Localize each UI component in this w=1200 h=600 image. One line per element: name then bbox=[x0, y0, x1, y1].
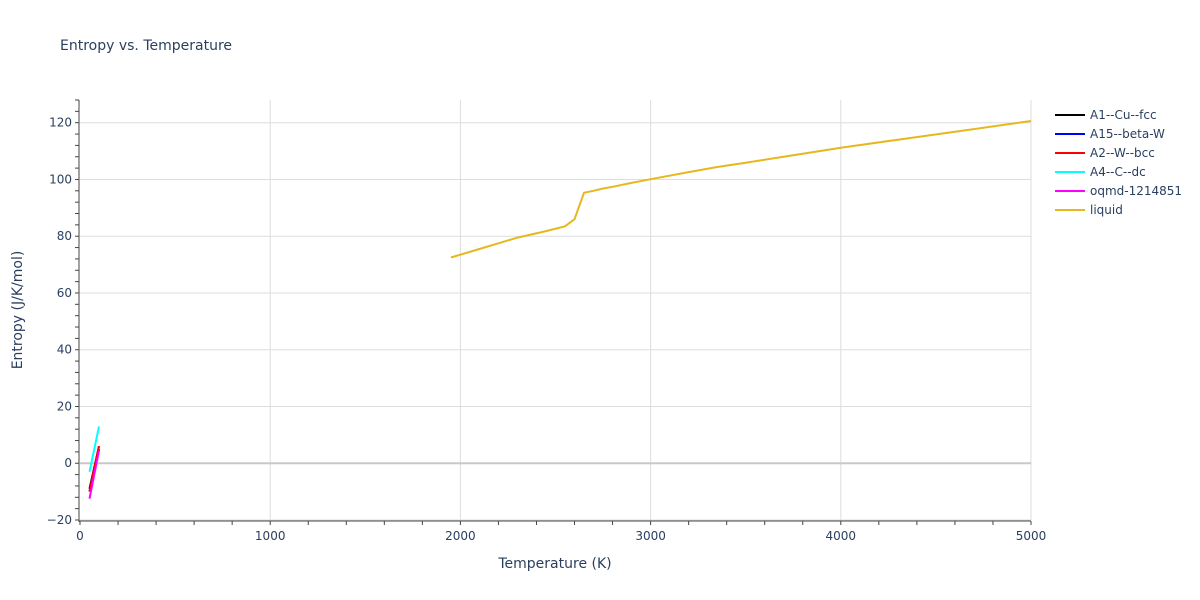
series-line-liquid bbox=[450, 120, 1032, 259]
x-tick-label: 5000 bbox=[1016, 529, 1047, 543]
series-line-A4--C--dc bbox=[88, 426, 100, 473]
chart-title: Entropy vs. Temperature bbox=[60, 38, 232, 54]
legend-label: A15--beta-W bbox=[1090, 127, 1165, 141]
x-tick-label: 4000 bbox=[826, 529, 857, 543]
legend-label: oqmd-1214851 bbox=[1090, 184, 1182, 198]
y-axis-title: Entropy (J/K/mol) bbox=[10, 251, 26, 370]
y-tick-label: 100 bbox=[49, 172, 72, 186]
y-tick-label: 20 bbox=[57, 399, 72, 413]
grid-lines bbox=[80, 100, 1032, 521]
y-tick-label: 60 bbox=[57, 286, 72, 300]
y-tick-label: −20 bbox=[47, 513, 72, 527]
legend-label: A1--Cu--fcc bbox=[1090, 108, 1157, 122]
x-tick-label: 0 bbox=[76, 529, 84, 543]
y-tick-label: 0 bbox=[64, 456, 72, 470]
y-tick-label: 120 bbox=[49, 116, 72, 130]
legend-label: A4--C--dc bbox=[1090, 165, 1146, 179]
series-lines bbox=[88, 120, 1032, 499]
legend-label: liquid bbox=[1090, 203, 1123, 217]
series-line-oqmd-1214851 bbox=[88, 450, 100, 499]
y-tick-label: 40 bbox=[57, 343, 72, 357]
legend: A1--Cu--fcc A15--beta-W A2--W--bcc A4--C--d… bbox=[1055, 108, 1182, 217]
x-tick-label: 3000 bbox=[635, 529, 666, 543]
y-tick-label: 80 bbox=[57, 229, 72, 243]
x-axis-title: Temperature (K) bbox=[497, 556, 611, 572]
legend-label: A2--W--bcc bbox=[1090, 146, 1155, 160]
x-tick-label: 1000 bbox=[255, 529, 286, 543]
x-tick-label: 2000 bbox=[445, 529, 476, 543]
axes: 0 1000 2000 3000 4000 5000 −20 0 20 40 60 80 100 120 bbox=[47, 99, 1047, 543]
